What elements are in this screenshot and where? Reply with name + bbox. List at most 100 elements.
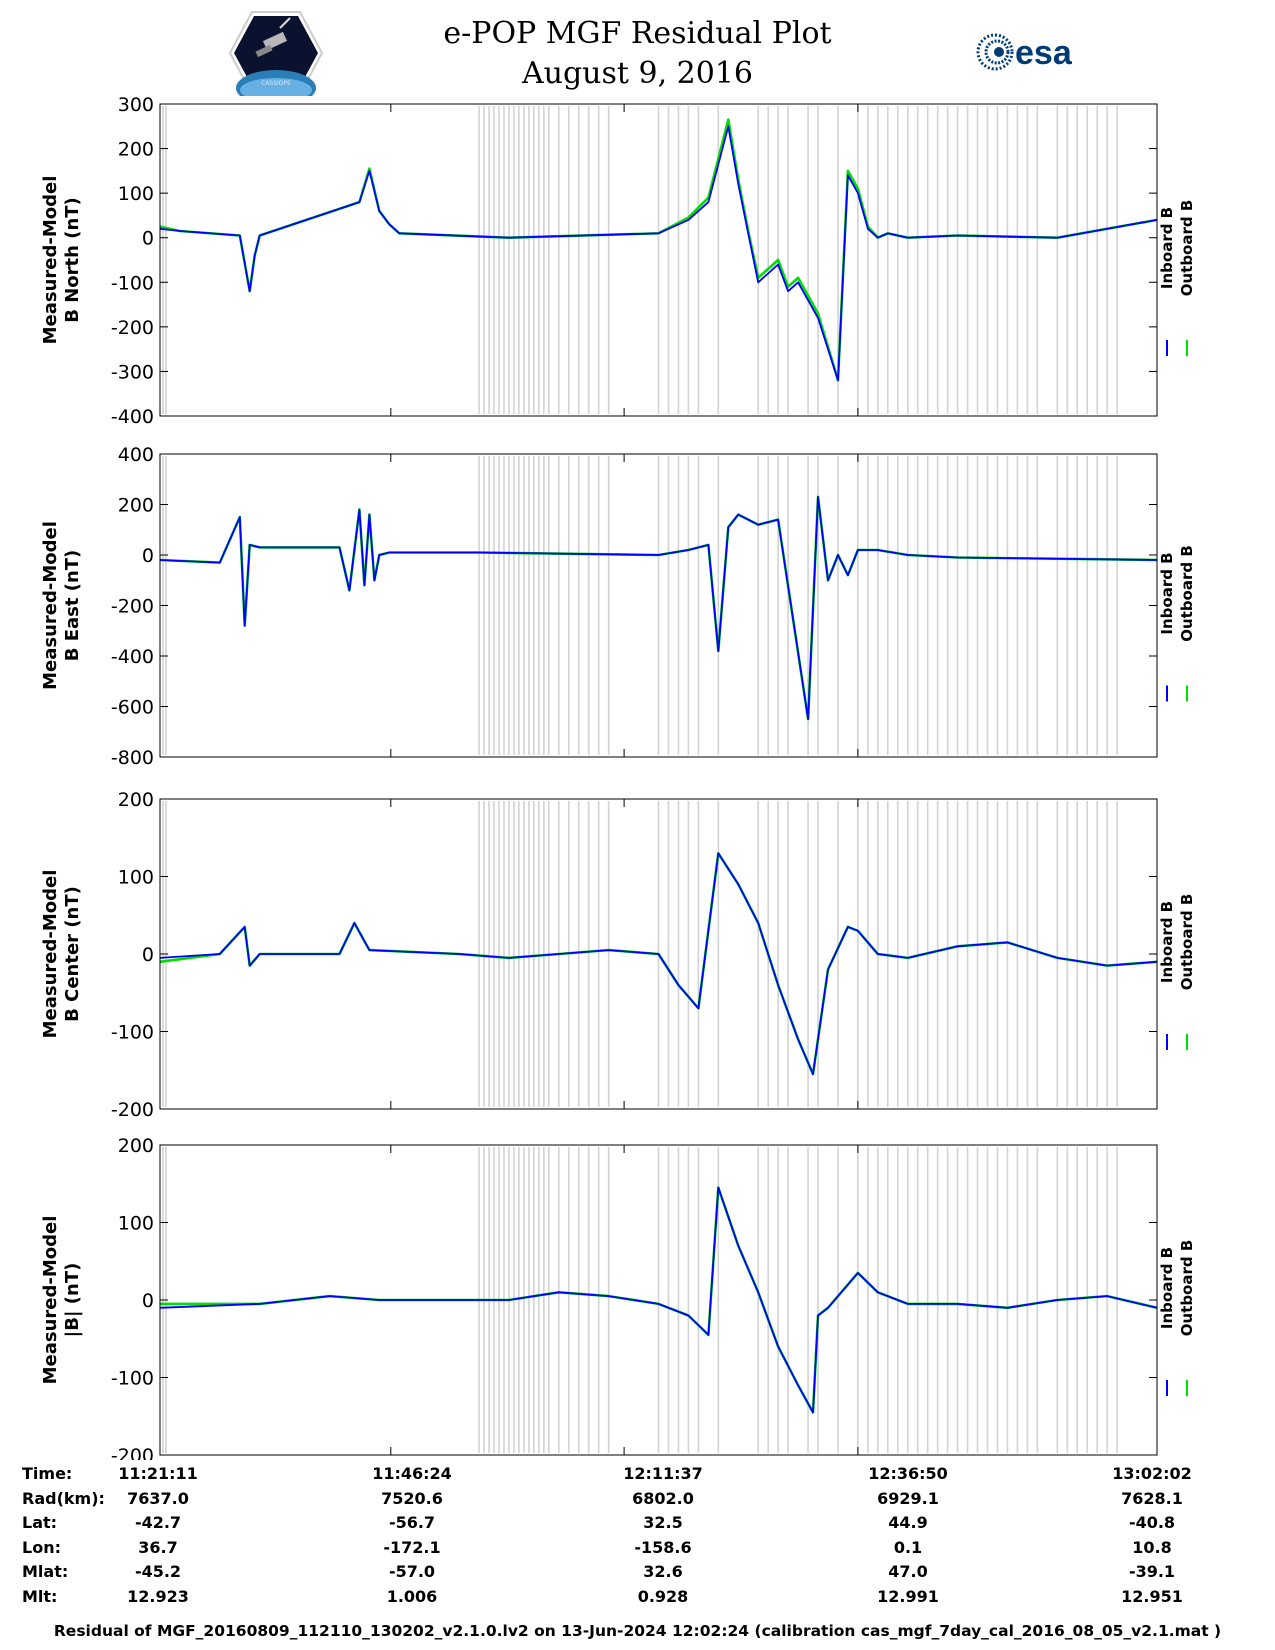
info-lon: 0.1 xyxy=(893,1537,923,1557)
info-labels: Time: Rad(km): Lat: Lon: Mlat: Mlt: xyxy=(22,1462,105,1609)
esa-logo: esa xyxy=(975,30,1085,78)
y-tick-label: -400 xyxy=(111,646,154,668)
y-tick-label: 200 xyxy=(118,789,154,811)
inboard-series-line xyxy=(159,1186,1158,1414)
y-axis-label-line: Measured-Model xyxy=(40,521,61,690)
info-rad: 6929.1 xyxy=(877,1488,939,1508)
y-tick-label: 0 xyxy=(142,228,154,250)
info-lat: 44.9 xyxy=(888,1513,928,1532)
legend-label: Inboard B xyxy=(1158,552,1176,634)
y-tick-label: -600 xyxy=(111,697,154,719)
y-axis-label-line: Measured-Model xyxy=(40,870,61,1039)
info-time: 12:36:50 xyxy=(868,1464,948,1483)
y-axis-label: Measured-ModelB North (nT) xyxy=(40,176,83,345)
legend-label: Inboard B xyxy=(1158,901,1176,983)
info-lon: -172.1 xyxy=(383,1537,441,1557)
info-column: 13:02:02 7628.1 -40.8 10.8 -39.1 12.951 xyxy=(1072,1462,1232,1609)
info-mlt: 0.928 xyxy=(637,1586,689,1606)
legend-label: Outboard B xyxy=(1178,545,1196,642)
title-block: e-POP MGF Residual Plot August 9, 2016 xyxy=(0,14,1275,94)
info-rad: 6802.0 xyxy=(632,1488,694,1508)
y-axis-label-line: |B| (nT) xyxy=(62,1263,83,1338)
y-tick-label: 200 xyxy=(118,495,154,517)
y-tick-label: -200 xyxy=(111,1099,154,1121)
y-tick-label: 0 xyxy=(142,944,154,966)
legend-label: Outboard B xyxy=(1178,200,1196,297)
cassiope-mission-logo: CASSIOPE xyxy=(228,10,324,106)
info-mlt: 12.923 xyxy=(127,1586,189,1606)
y-axis-label-line: B East (nT) xyxy=(62,550,83,662)
residual-plots: 300 200 100 0 -100 -200 -300 -400 Measured-Model… xyxy=(40,94,1196,1460)
esa-logo-text: esa xyxy=(1015,34,1073,72)
chart-title: e-POP MGF Residual Plot xyxy=(443,16,832,51)
legend-label: Inboard B xyxy=(1158,207,1176,289)
y-tick-label: -100 xyxy=(111,272,154,294)
inboard-series-line xyxy=(159,125,1158,382)
info-label-lat: Lat: xyxy=(22,1513,58,1532)
info-mlt: 1.006 xyxy=(386,1586,438,1606)
y-tick-label: -200 xyxy=(111,1445,154,1460)
info-column: 11:46:24 7520.6 -56.7 -172.1 -57.0 1.006 xyxy=(332,1462,492,1609)
y-tick-label: 100 xyxy=(118,183,154,205)
info-rad: 7637.0 xyxy=(127,1488,189,1508)
info-rad: 7628.1 xyxy=(1121,1488,1183,1508)
info-column: 12:11:37 6802.0 32.5 -158.6 32.6 0.928 xyxy=(583,1462,743,1609)
chart-date: August 9, 2016 xyxy=(521,56,753,91)
info-label-mlat: Mlat: xyxy=(22,1562,69,1581)
info-lon: 36.7 xyxy=(138,1537,178,1557)
info-lon: 10.8 xyxy=(1132,1537,1172,1557)
y-tick-label: -800 xyxy=(111,747,154,769)
cassiope-logo-text: CASSIOPE xyxy=(261,80,291,87)
footer-caption: Residual of MGF_20160809_112110_130202_v… xyxy=(53,1622,1222,1640)
y-tick-label: 400 xyxy=(118,444,154,466)
info-time: 11:21:11 xyxy=(118,1464,198,1483)
y-tick-label: 300 xyxy=(118,94,154,116)
info-label-mlt: Mlt: xyxy=(22,1586,58,1606)
y-axis-label-line: Measured-Model xyxy=(40,1216,61,1385)
legend-label: Inboard B xyxy=(1158,1247,1176,1329)
y-tick-label: -200 xyxy=(111,317,154,339)
info-time: 12:11:37 xyxy=(623,1464,703,1483)
inboard-series-line xyxy=(159,496,1158,720)
info-time: 13:02:02 xyxy=(1112,1464,1192,1483)
y-tick-label: 100 xyxy=(118,1213,154,1235)
info-column: 12:36:50 6929.1 44.9 0.1 47.0 12.991 xyxy=(828,1462,988,1609)
info-lat: -56.7 xyxy=(388,1513,436,1532)
info-time: 11:46:24 xyxy=(372,1464,452,1483)
y-axis-label: Measured-ModelB Center (nT) xyxy=(40,870,83,1039)
info-rad: 7520.6 xyxy=(381,1488,443,1508)
y-tick-label: 0 xyxy=(142,1290,154,1312)
y-tick-label: 200 xyxy=(118,139,154,161)
legend-label: Outboard B xyxy=(1178,894,1196,991)
info-mlat: -39.1 xyxy=(1128,1562,1176,1581)
inboard-series-line xyxy=(159,852,1158,1075)
info-label-rad: Rad(km): xyxy=(22,1488,105,1508)
info-column: 11:21:11 7637.0 -42.7 36.7 -45.2 12.923 xyxy=(78,1462,238,1609)
y-tick-label: -300 xyxy=(111,361,154,383)
info-lon: -158.6 xyxy=(634,1537,692,1557)
legend-label: Outboard B xyxy=(1178,1240,1196,1337)
plot-frame xyxy=(159,103,1158,417)
y-tick-label: -100 xyxy=(111,1022,154,1044)
info-mlat: 32.6 xyxy=(643,1562,683,1581)
y-tick-label: 0 xyxy=(142,545,154,567)
info-mlt: 12.951 xyxy=(1121,1586,1183,1606)
y-axis-label-line: Measured-Model xyxy=(40,176,61,345)
y-axis-label: Measured-Model|B| (nT) xyxy=(40,1216,83,1385)
y-tick-label: -100 xyxy=(111,1368,154,1390)
info-lat: -42.7 xyxy=(134,1513,182,1532)
info-lat: -40.8 xyxy=(1128,1513,1176,1532)
y-tick-label: 200 xyxy=(118,1135,154,1157)
info-mlat: 47.0 xyxy=(888,1562,928,1581)
info-label-time: Time: xyxy=(22,1464,73,1483)
info-mlt: 12.991 xyxy=(877,1586,939,1606)
y-axis-label-line: B North (nT) xyxy=(62,197,83,323)
info-mlat: -45.2 xyxy=(134,1562,182,1581)
y-tick-label: -400 xyxy=(111,406,154,428)
y-axis-label: Measured-ModelB East (nT) xyxy=(40,521,83,690)
y-tick-label: 100 xyxy=(118,867,154,889)
y-tick-label: -200 xyxy=(111,596,154,618)
y-axis-label-line: B Center (nT) xyxy=(62,886,83,1022)
info-lat: 32.5 xyxy=(643,1513,683,1532)
info-label-lon: Lon: xyxy=(22,1537,61,1557)
